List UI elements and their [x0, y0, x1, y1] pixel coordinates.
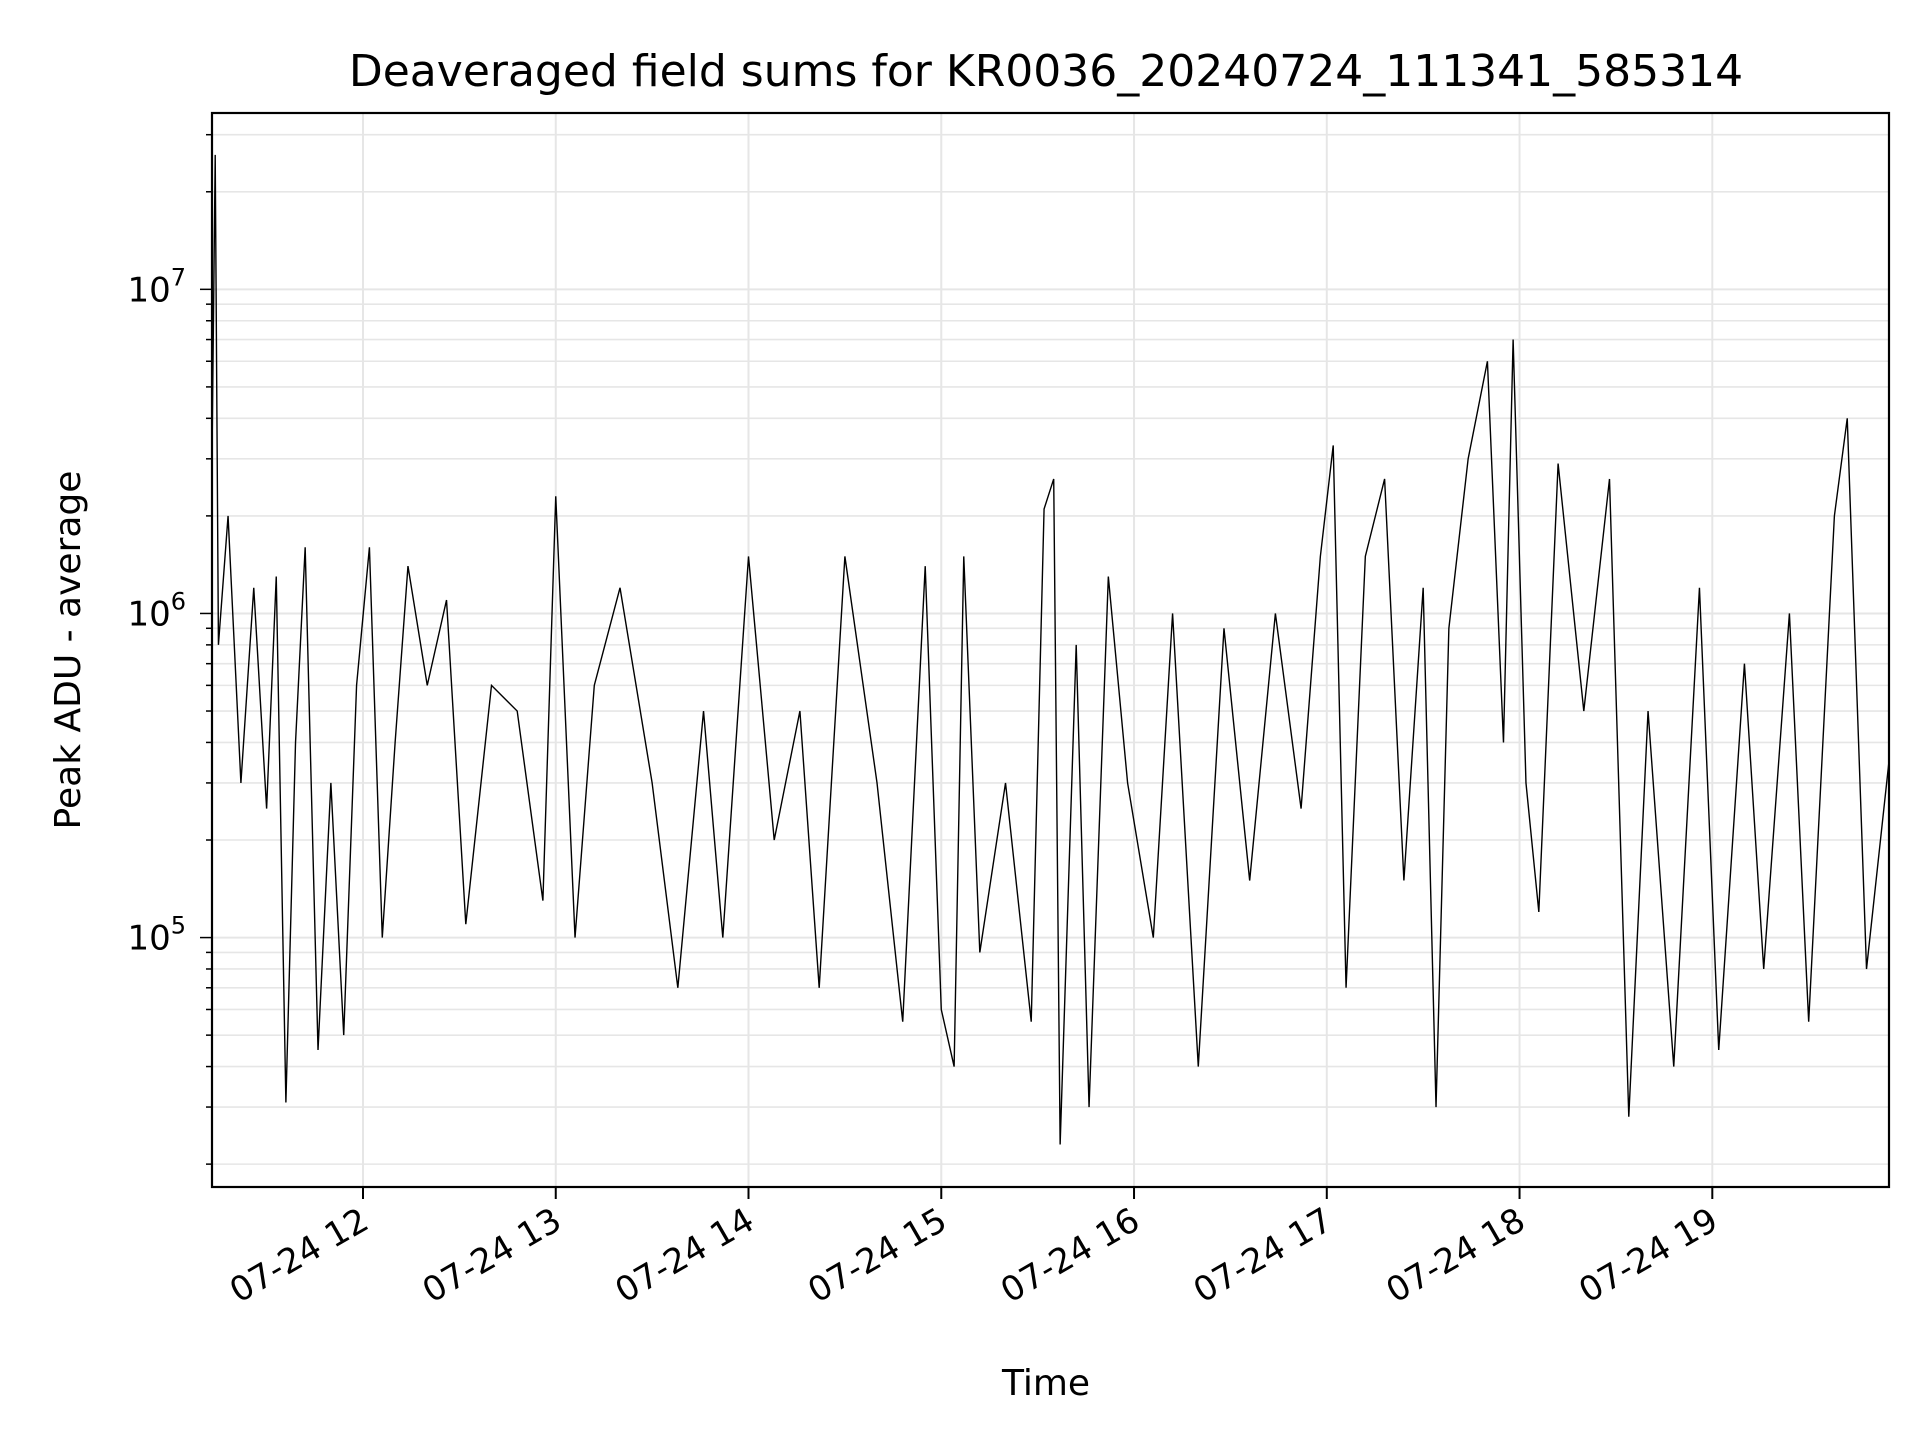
y-tick-label: 105	[127, 912, 186, 959]
y-tick-label: 106	[127, 587, 186, 634]
x-tick-label: 07-24 15	[801, 1200, 953, 1311]
x-tick-label: 07-24 14	[609, 1200, 761, 1311]
x-tick-label: 07-24 19	[1572, 1200, 1724, 1311]
series-line	[211, 154, 1890, 1145]
chart-title: Deaveraged field sums for KR0036_2024072…	[349, 46, 1743, 97]
y-axis-label: Peak ADU - average	[48, 471, 89, 830]
y-axis: 105 106 107	[127, 133, 212, 1165]
x-tick-label: 07-24 18	[1380, 1200, 1532, 1311]
x-tick-label: 07-24 12	[223, 1200, 375, 1311]
x-tick-label: 07-24 13	[416, 1200, 568, 1311]
y-tick-label: 107	[127, 263, 186, 310]
x-tick-label: 07-24 16	[994, 1200, 1146, 1311]
x-axis: 07-24 12 07-24 13 07-24 14 07-24 15 07-24 16…	[223, 1187, 1725, 1311]
plot-frame	[210, 111, 1891, 1189]
x-tick-label: 07-24 17	[1187, 1200, 1339, 1311]
grid	[212, 113, 1889, 1187]
x-axis-label: Time	[1001, 1363, 1090, 1404]
